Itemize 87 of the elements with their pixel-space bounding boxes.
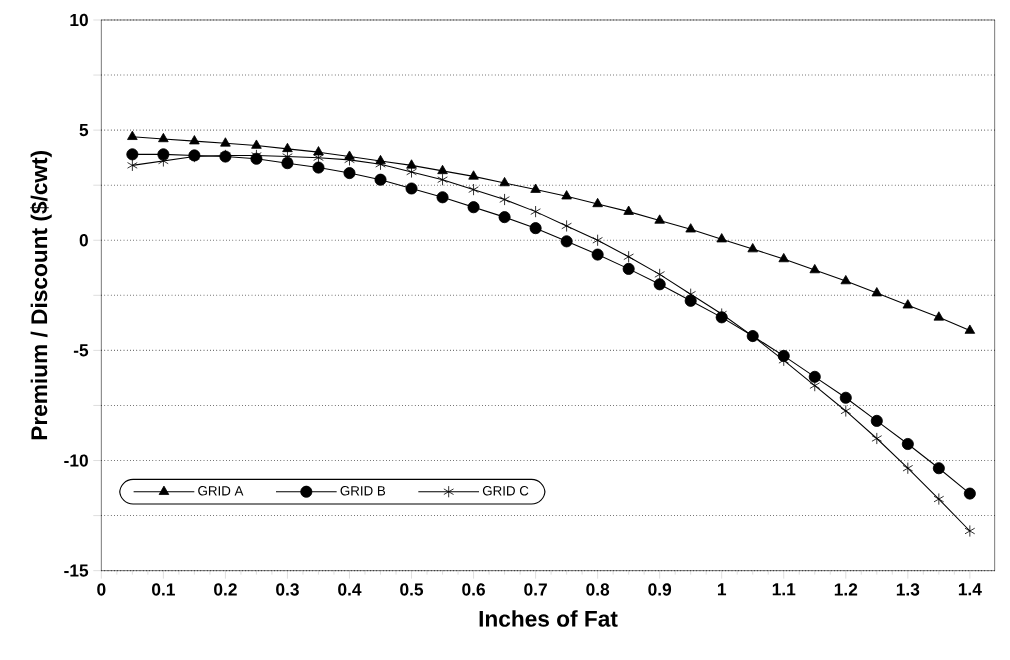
point xyxy=(126,148,139,161)
x-tick-label: 0 xyxy=(97,583,106,596)
x-tick-label: 0.2 xyxy=(214,583,237,596)
point xyxy=(839,391,852,404)
point xyxy=(530,205,541,218)
point xyxy=(809,263,821,274)
point xyxy=(251,139,262,149)
legend-label: GRID C xyxy=(482,486,529,496)
point xyxy=(591,248,604,261)
x-tick-label: 0.4 xyxy=(338,583,362,596)
point xyxy=(964,324,976,334)
y-tick-label: -15 xyxy=(64,564,89,577)
point xyxy=(902,462,914,475)
x-tick-label: 0.3 xyxy=(276,583,299,596)
point xyxy=(623,205,634,215)
point xyxy=(685,223,696,233)
point xyxy=(467,201,480,214)
point xyxy=(189,135,200,145)
point xyxy=(933,311,945,321)
point xyxy=(343,167,356,180)
point xyxy=(498,211,511,224)
x-tick-label: 1.1 xyxy=(772,583,796,596)
x-tick-label: 1 xyxy=(717,583,727,596)
point xyxy=(870,414,883,427)
point xyxy=(747,243,758,253)
y-tick-label: 10 xyxy=(70,13,88,27)
point xyxy=(623,250,634,263)
point xyxy=(561,219,572,232)
point xyxy=(932,462,945,475)
point xyxy=(902,299,914,309)
point xyxy=(127,159,138,172)
point xyxy=(282,142,293,153)
point xyxy=(436,191,449,204)
y-tick-label: -5 xyxy=(73,344,89,357)
point xyxy=(158,132,169,143)
point xyxy=(592,234,603,247)
point xyxy=(716,233,727,243)
point xyxy=(406,159,417,169)
x-tick-label: 1.3 xyxy=(896,583,920,596)
point xyxy=(684,294,697,307)
point xyxy=(778,252,789,263)
point xyxy=(437,173,448,186)
point xyxy=(901,438,914,450)
x-tick-label: 0.9 xyxy=(648,583,672,596)
x-tick-label: 0.6 xyxy=(462,583,485,596)
point xyxy=(530,183,541,193)
point xyxy=(963,487,976,500)
point xyxy=(871,287,883,297)
point xyxy=(313,146,324,156)
point xyxy=(281,157,294,170)
point xyxy=(499,176,510,187)
point xyxy=(220,137,231,147)
point xyxy=(622,262,635,275)
y-axis-title: Premium / Discount ($/cwt) xyxy=(30,151,52,440)
point xyxy=(157,148,170,161)
point xyxy=(374,173,387,186)
point xyxy=(871,432,883,445)
x-tick-label: 1.4 xyxy=(958,583,982,596)
point xyxy=(468,183,479,196)
point xyxy=(592,197,603,208)
point xyxy=(840,404,852,417)
x-tick-label: 0.7 xyxy=(524,583,547,596)
legend-label: GRID B xyxy=(340,486,386,496)
x-axis-title: Inches of Fat xyxy=(479,610,618,627)
y-tick-label: -10 xyxy=(64,454,88,467)
x-tick-label: 0.5 xyxy=(400,583,424,596)
point xyxy=(964,525,976,538)
point xyxy=(468,170,479,180)
x-tick-label: 1.2 xyxy=(834,583,858,596)
point xyxy=(405,182,418,195)
point xyxy=(499,193,510,206)
point xyxy=(560,235,573,248)
x-tick-label: 0.1 xyxy=(152,583,175,596)
point xyxy=(808,370,821,383)
point xyxy=(529,222,542,235)
point xyxy=(437,164,448,175)
point xyxy=(654,214,665,224)
x-tick-label: 0.8 xyxy=(586,583,610,596)
legend-label: GRID A xyxy=(198,486,244,496)
point xyxy=(127,130,138,140)
y-tick-label: 0 xyxy=(79,234,88,247)
y-tick-label: 5 xyxy=(79,124,89,137)
point xyxy=(653,278,666,291)
point xyxy=(933,493,945,506)
point xyxy=(561,190,572,200)
point xyxy=(312,161,325,174)
point xyxy=(840,275,852,285)
